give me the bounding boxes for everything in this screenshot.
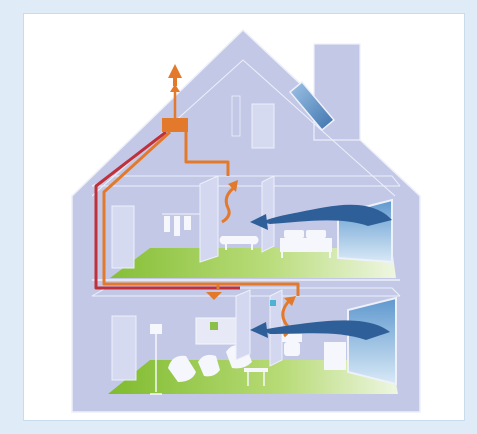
floor-upper — [110, 248, 396, 278]
supply-duct — [102, 130, 220, 290]
bedroom-upper — [280, 212, 332, 258]
fresh-air-arrow-lower — [262, 320, 390, 340]
extract-duct — [94, 130, 240, 290]
extract-arrow-upper — [221, 184, 237, 224]
exhaust-outlet-arrow — [168, 64, 182, 92]
window-lower — [347, 296, 397, 386]
ventilation-unit — [162, 118, 188, 132]
bathroom-lower — [270, 300, 346, 370]
fresh-air-arrow-upper — [262, 204, 392, 226]
bathroom-upper — [162, 213, 259, 250]
roof-skylight — [288, 80, 336, 132]
